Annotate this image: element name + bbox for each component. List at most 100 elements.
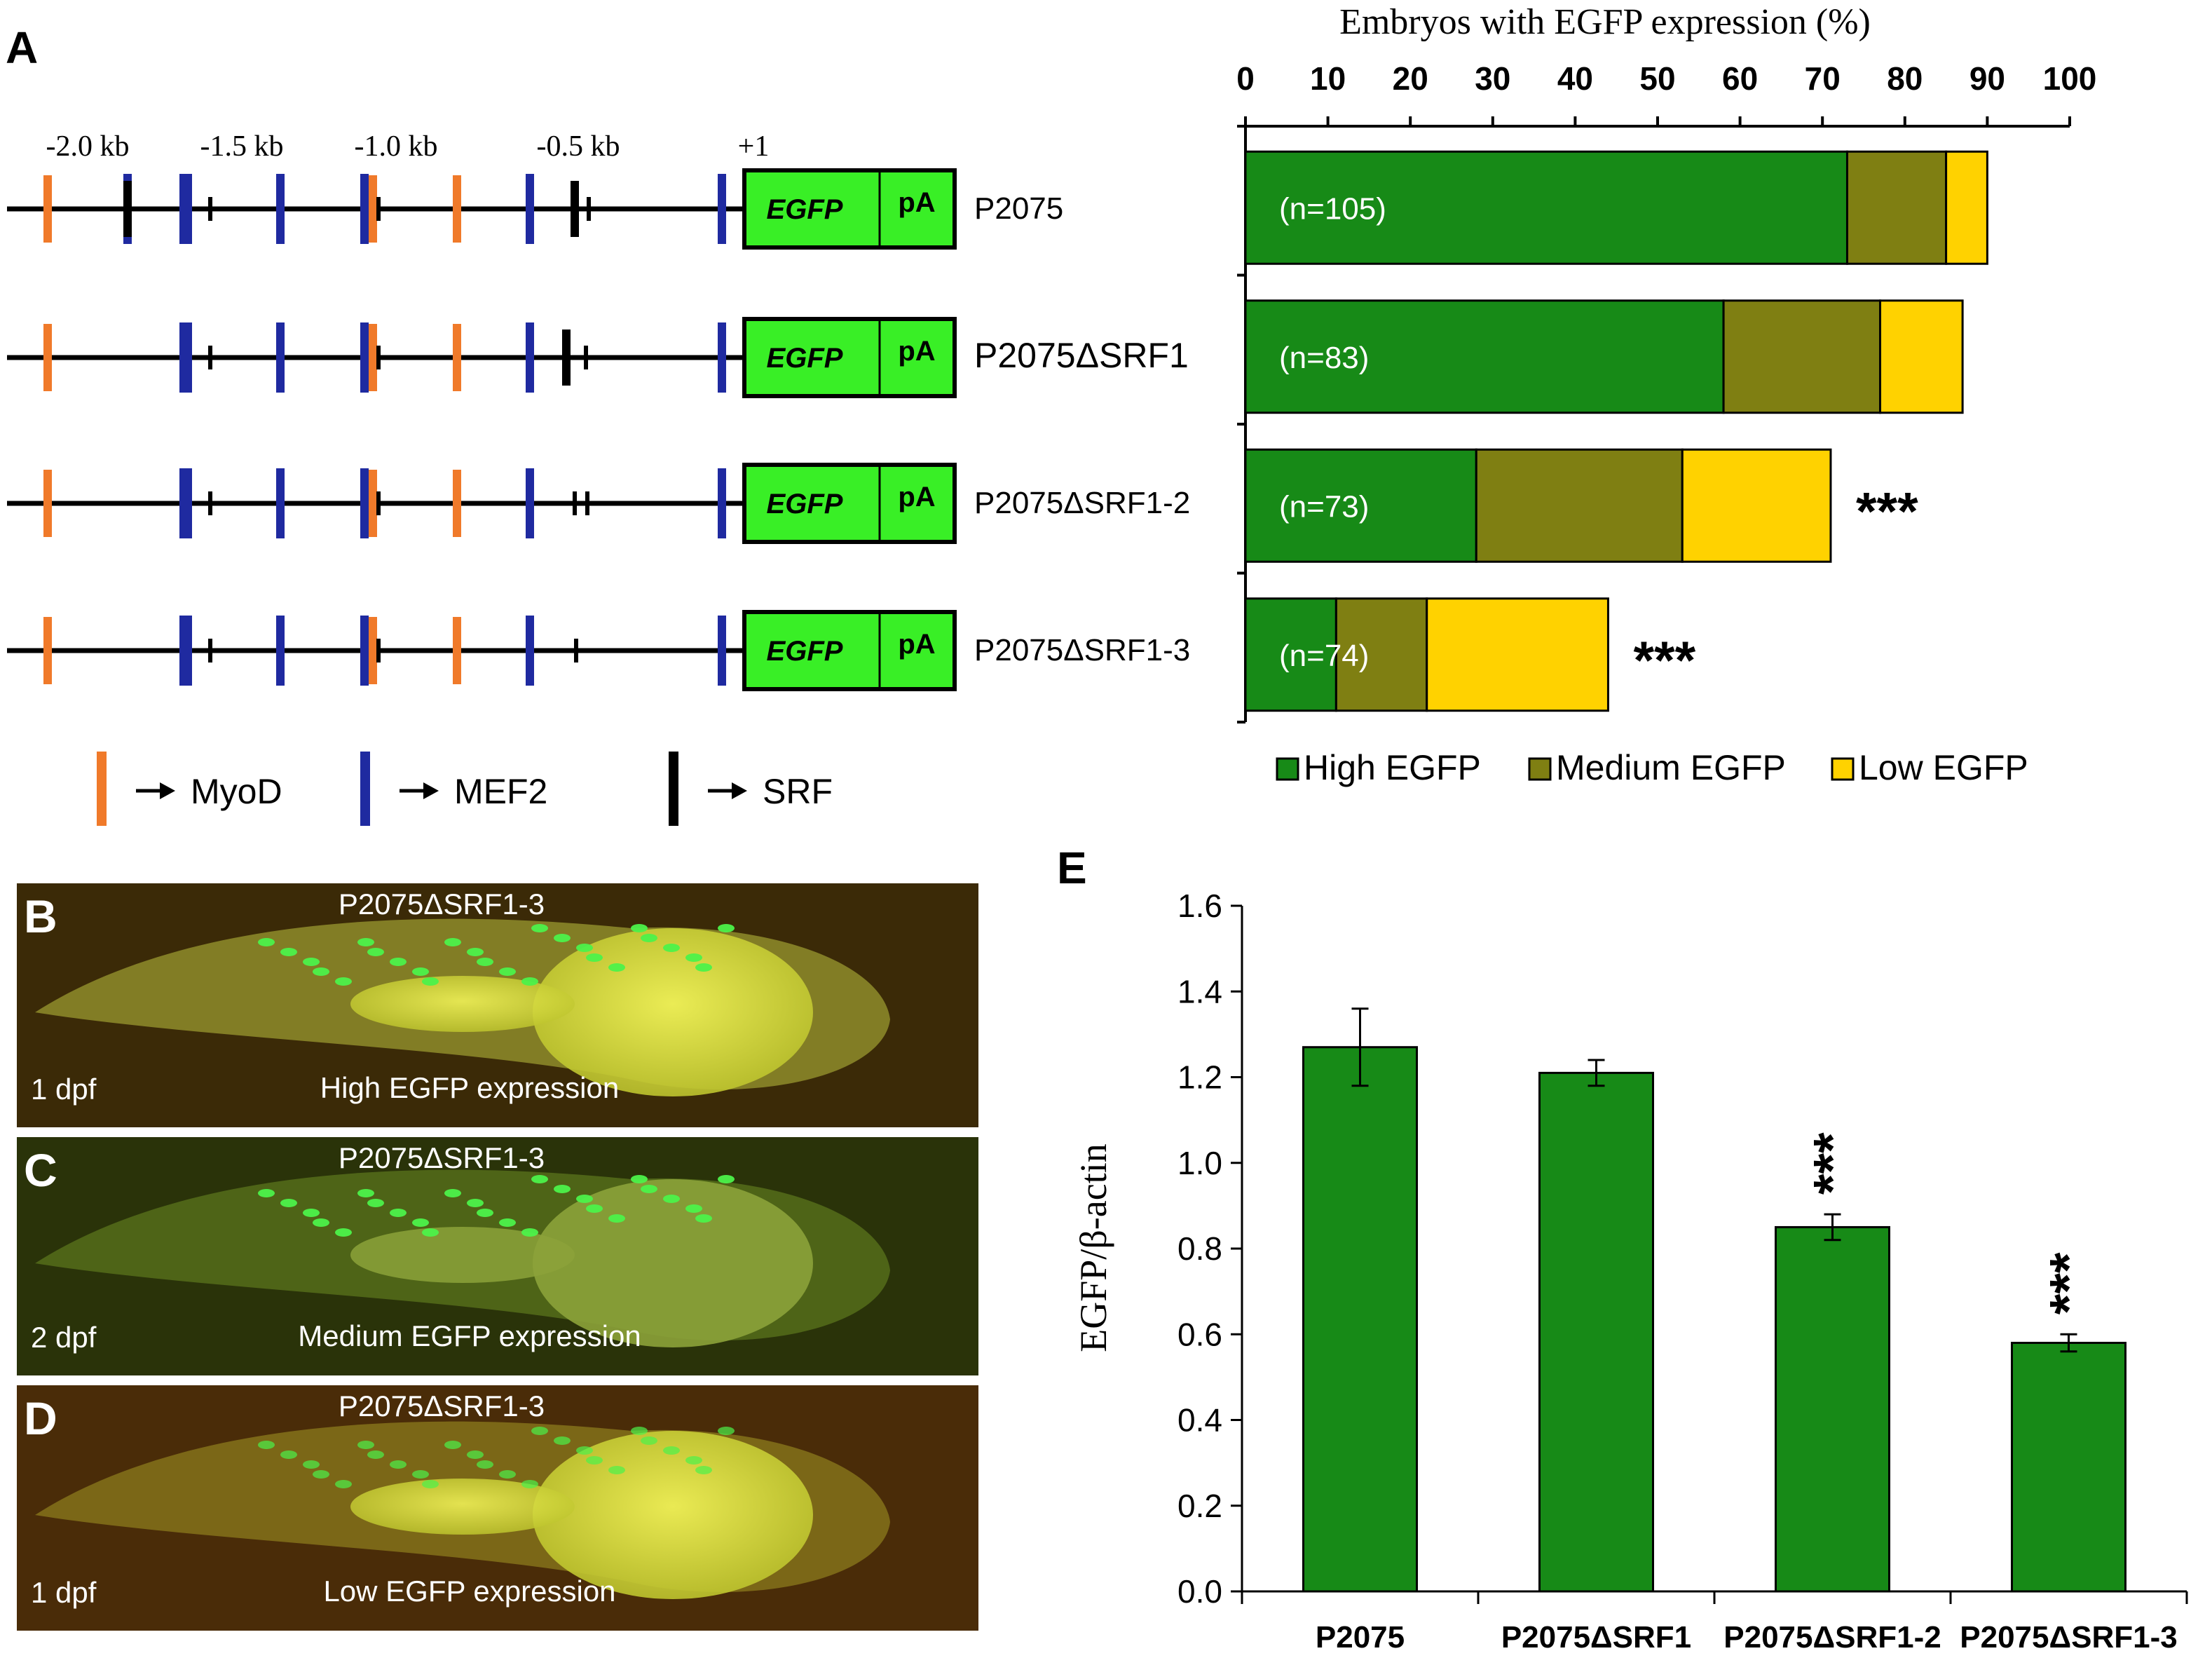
egfp-muscle-fiber (641, 934, 657, 942)
x-tick-label: 40 (1557, 60, 1593, 97)
bar (1538, 1071, 1654, 1593)
n-label: (n=74) (1279, 639, 1369, 673)
egfp-muscle-fiber (641, 1436, 657, 1445)
egfp-muscle-fiber (576, 944, 593, 952)
egfp-label: EGFP (767, 194, 843, 225)
mef2-site (184, 616, 192, 686)
y-tick-label: 0.8 (1177, 1230, 1222, 1267)
construct-row: EGFP pA P2075 (7, 168, 1063, 250)
egfp-actin-ratio-bar-chart: 0.0 0.2 0.4 0.6 0.8 1.0 1.2 1.4 1.6 P2075 P2075ΔSR… (1072, 888, 2188, 1654)
panel-letter: B (24, 890, 57, 942)
legend-item: MyoD (97, 752, 282, 826)
x-tick-label: P2075ΔSRF1-3 (1960, 1620, 2177, 1654)
egfp-muscle-fiber (718, 924, 735, 932)
egfp-label: EGFP (767, 636, 843, 667)
srf-site (208, 491, 212, 515)
egfp-muscle-fiber (367, 1450, 384, 1459)
egfp-muscle-fiber (313, 1218, 329, 1227)
bar-segment (1426, 597, 1609, 712)
egfp-muscle-fiber (357, 1441, 374, 1449)
myod-site (369, 617, 377, 684)
egfp-muscle-fiber (335, 1228, 352, 1237)
egfp-muscle-fiber (477, 1209, 493, 1217)
scale-label: -2.0 kb (46, 130, 130, 163)
scale-label: -0.5 kb (537, 130, 620, 163)
egfp-muscle-fiber (422, 977, 439, 986)
legend-site-marker (360, 752, 370, 826)
egfp-muscle-fiber (586, 1456, 603, 1465)
egfp-muscle-fiber (576, 1446, 593, 1455)
egfp-muscle-fiber (499, 1218, 516, 1227)
construct-name: P2075ΔSRF1-3 (974, 633, 1190, 667)
egfp-muscle-fiber (608, 963, 625, 972)
y-tick-label: 1.0 (1177, 1145, 1222, 1181)
egfp-muscle-fiber (531, 1175, 548, 1183)
embryo-yolk-extension (350, 976, 575, 1032)
egfp-muscle-fiber (258, 1441, 275, 1449)
legend-swatch (1276, 757, 1299, 781)
egfp-muscle-fiber (335, 1480, 352, 1488)
embryo-yolk (533, 928, 813, 1096)
panel-label-e: E (1057, 843, 1087, 893)
y-tick-label: 1.4 (1177, 973, 1222, 1010)
egfp-muscle-fiber (367, 948, 384, 956)
embryo-caption: Medium EGFP expression (298, 1319, 641, 1352)
embryo-construct-label: P2075ΔSRF1-3 (339, 888, 545, 920)
mef2-site (184, 468, 192, 538)
srf-site (574, 639, 578, 662)
myod-site (453, 324, 461, 391)
pa-label: pA (898, 629, 935, 660)
scale-label: +1 (738, 130, 770, 163)
egfp-muscle-fiber (554, 1185, 571, 1193)
srf-site (123, 181, 132, 237)
egfp-muscle-fiber (303, 1460, 320, 1469)
myod-site (43, 617, 52, 684)
embryo-caption: High EGFP expression (320, 1071, 619, 1104)
construct-name: P2075 (974, 191, 1063, 226)
y-tick-label: 0.2 (1177, 1488, 1222, 1524)
egfp-muscle-fiber (390, 1460, 407, 1469)
x-tick-label: 60 (1722, 60, 1758, 97)
srf-site (208, 197, 212, 221)
n-label: (n=105) (1279, 191, 1386, 226)
egfp-muscle-fiber (303, 958, 320, 966)
egfp-muscle-fiber (531, 924, 548, 932)
bar-segment (1244, 150, 1848, 265)
mef2-site (184, 174, 192, 244)
egfp-muscle-fiber (586, 1204, 603, 1213)
construct-row: EGFP pA P2075ΔSRF1-3 (7, 610, 1190, 691)
egfp-muscle-fiber (685, 1456, 702, 1465)
legend-label: Low EGFP (1859, 748, 2028, 787)
legend-site-marker (669, 752, 678, 826)
egfp-muscle-fiber (357, 938, 374, 946)
legend-swatch (1831, 757, 1855, 781)
egfp-muscle-fiber (685, 1204, 702, 1213)
construct-name: P2075ΔSRF1 (974, 336, 1189, 375)
mef2-site (360, 322, 369, 393)
egfp-label: EGFP (767, 343, 843, 374)
x-tick-label: 80 (1887, 60, 1923, 97)
myod-site (369, 324, 377, 391)
promoter-construct-diagram: -2.0 kb -1.5 kb -1.0 kb -0.5 kb +1 EGFP pA P207… (7, 130, 1190, 826)
egfp-muscle-fiber (335, 977, 352, 986)
bar (1302, 1046, 1418, 1593)
srf-site (571, 181, 579, 237)
egfp-muscle-fiber (422, 1480, 439, 1488)
myod-site (43, 324, 52, 391)
myod-site (453, 617, 461, 684)
embryo-age-label: 1 dpf (31, 1073, 97, 1106)
mef2-site (526, 468, 534, 538)
y-tick-label: 0.6 (1177, 1316, 1222, 1352)
legend-swatch (1528, 757, 1552, 781)
srf-site (376, 346, 381, 369)
x-tick-label: 20 (1393, 60, 1428, 97)
bar-segment (1845, 150, 1948, 265)
mef2-site (526, 616, 534, 686)
egfp-muscle-fiber (663, 1446, 680, 1455)
embryo-images: B P2075ΔSRF1-3 1 dpf High EGFP expression C P… (17, 883, 978, 1631)
myod-site (43, 470, 52, 537)
embryo-age-label: 1 dpf (31, 1576, 97, 1609)
myod-site (43, 175, 52, 243)
x-tick-label: 100 (2043, 60, 2097, 97)
chart-a-title: Embryos with EGFP expression (%) (1339, 2, 1871, 42)
